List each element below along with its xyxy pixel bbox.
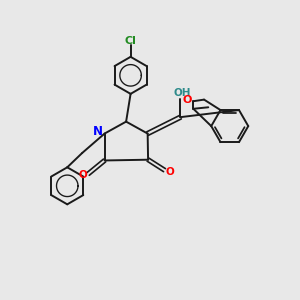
Text: O: O [78,170,87,180]
Text: O: O [183,95,192,105]
Text: O: O [166,167,174,177]
Text: Cl: Cl [125,36,136,46]
Text: OH: OH [173,88,191,98]
Text: N: N [93,125,103,138]
